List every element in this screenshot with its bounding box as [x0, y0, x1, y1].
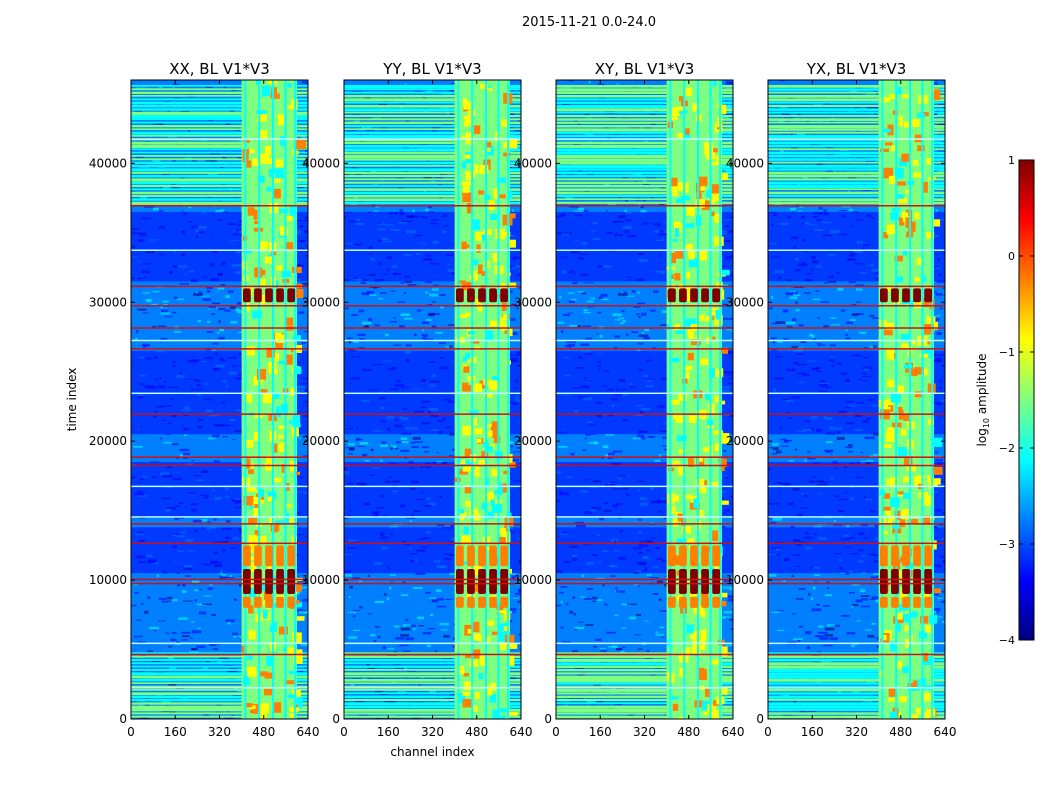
panel-title: XX, BL V1*V3: [169, 60, 270, 78]
y-tick-label: 10000: [89, 573, 127, 587]
colorbar-gradient: [1018, 159, 1035, 641]
x-tick-label: 640: [722, 725, 745, 739]
colorbar-label: log10 amplitude: [975, 354, 991, 447]
heatmap-image: [344, 80, 521, 719]
y-tick-label: 20000: [89, 434, 127, 448]
x-tick-label: 160: [377, 725, 400, 739]
panel-0: XX, BL V1*V3 0 160 320 480 640 0 10000 20000 3000…: [65, 60, 319, 739]
colorbar-tick-label: −1: [999, 346, 1015, 359]
x-tick-label: 480: [465, 725, 488, 739]
panel-title: YX, BL V1*V3: [806, 60, 907, 78]
y-tick-label: 10000: [514, 573, 552, 587]
colorbar-tick-label: −3: [999, 538, 1015, 551]
y-tick-label: 30000: [726, 295, 764, 309]
x-tick-label: 480: [889, 725, 912, 739]
y-tick-label: 30000: [89, 295, 127, 309]
x-tick-label: 640: [510, 725, 533, 739]
y-tick-label: 40000: [302, 156, 340, 170]
x-tick-label: 0: [340, 725, 348, 739]
y-tick-label: 0: [544, 712, 552, 726]
x-tick-label: 160: [589, 725, 612, 739]
y-tick-label: 40000: [726, 156, 764, 170]
y-tick-label: 20000: [726, 434, 764, 448]
y-tick-label: 0: [332, 712, 340, 726]
colorbar: 1 0 −1 −2 −3 −4 log10 amplitude: [975, 154, 1035, 647]
y-tick-label: 10000: [726, 573, 764, 587]
y-tick-label: 20000: [514, 434, 552, 448]
x-tick-label: 480: [677, 725, 700, 739]
panel-2: XY, BL V1*V3 0 160 320 480 640 0 10000 20000 3000…: [514, 60, 745, 739]
x-tick-label: 0: [764, 725, 772, 739]
y-tick-label: 10000: [302, 573, 340, 587]
heatmap-image: [768, 80, 945, 719]
y-tick-label: 0: [119, 712, 127, 726]
panel-title: YY, BL V1*V3: [382, 60, 481, 78]
x-tick-label: 0: [552, 725, 560, 739]
y-tick-label: 0: [756, 712, 764, 726]
colorbar-tick-label: 1: [1008, 154, 1015, 167]
x-tick-label: 320: [421, 725, 444, 739]
x-tick-label: 480: [252, 725, 275, 739]
y-tick-label: 30000: [302, 295, 340, 309]
x-axis-label: channel index: [390, 745, 474, 759]
heatmap-image: [556, 80, 733, 719]
x-tick-label: 160: [801, 725, 824, 739]
x-tick-label: 320: [208, 725, 231, 739]
y-tick-label: 40000: [514, 156, 552, 170]
y-tick-label: 30000: [514, 295, 552, 309]
x-tick-label: 320: [633, 725, 656, 739]
x-tick-label: 640: [297, 725, 320, 739]
x-tick-label: 320: [845, 725, 868, 739]
heatmap-image: [131, 80, 308, 719]
panel-3: YX, BL V1*V3 0 160 320 480 640 0 10000 20000 3000…: [726, 60, 957, 739]
x-tick-label: 160: [164, 725, 187, 739]
y-tick-label: 40000: [89, 156, 127, 170]
panel-title: XY, BL V1*V3: [595, 60, 695, 78]
figure-suptitle: 2015-11-21 0.0-24.0: [522, 15, 656, 30]
colorbar-tick-label: 0: [1008, 250, 1015, 263]
x-tick-label: 0: [127, 725, 135, 739]
panel-1: YY, BL V1*V3 0 160 320 480 640 0 10000 20000 3000…: [302, 60, 533, 759]
colorbar-tick-label: −2: [999, 442, 1015, 455]
panels: XX, BL V1*V3 0 160 320 480 640 0 10000 20000 3000…: [65, 60, 956, 759]
y-tick-label: 20000: [302, 434, 340, 448]
y-axis-label: time index: [65, 368, 79, 432]
colorbar-tick-label: −4: [999, 634, 1015, 647]
x-tick-label: 640: [934, 725, 957, 739]
